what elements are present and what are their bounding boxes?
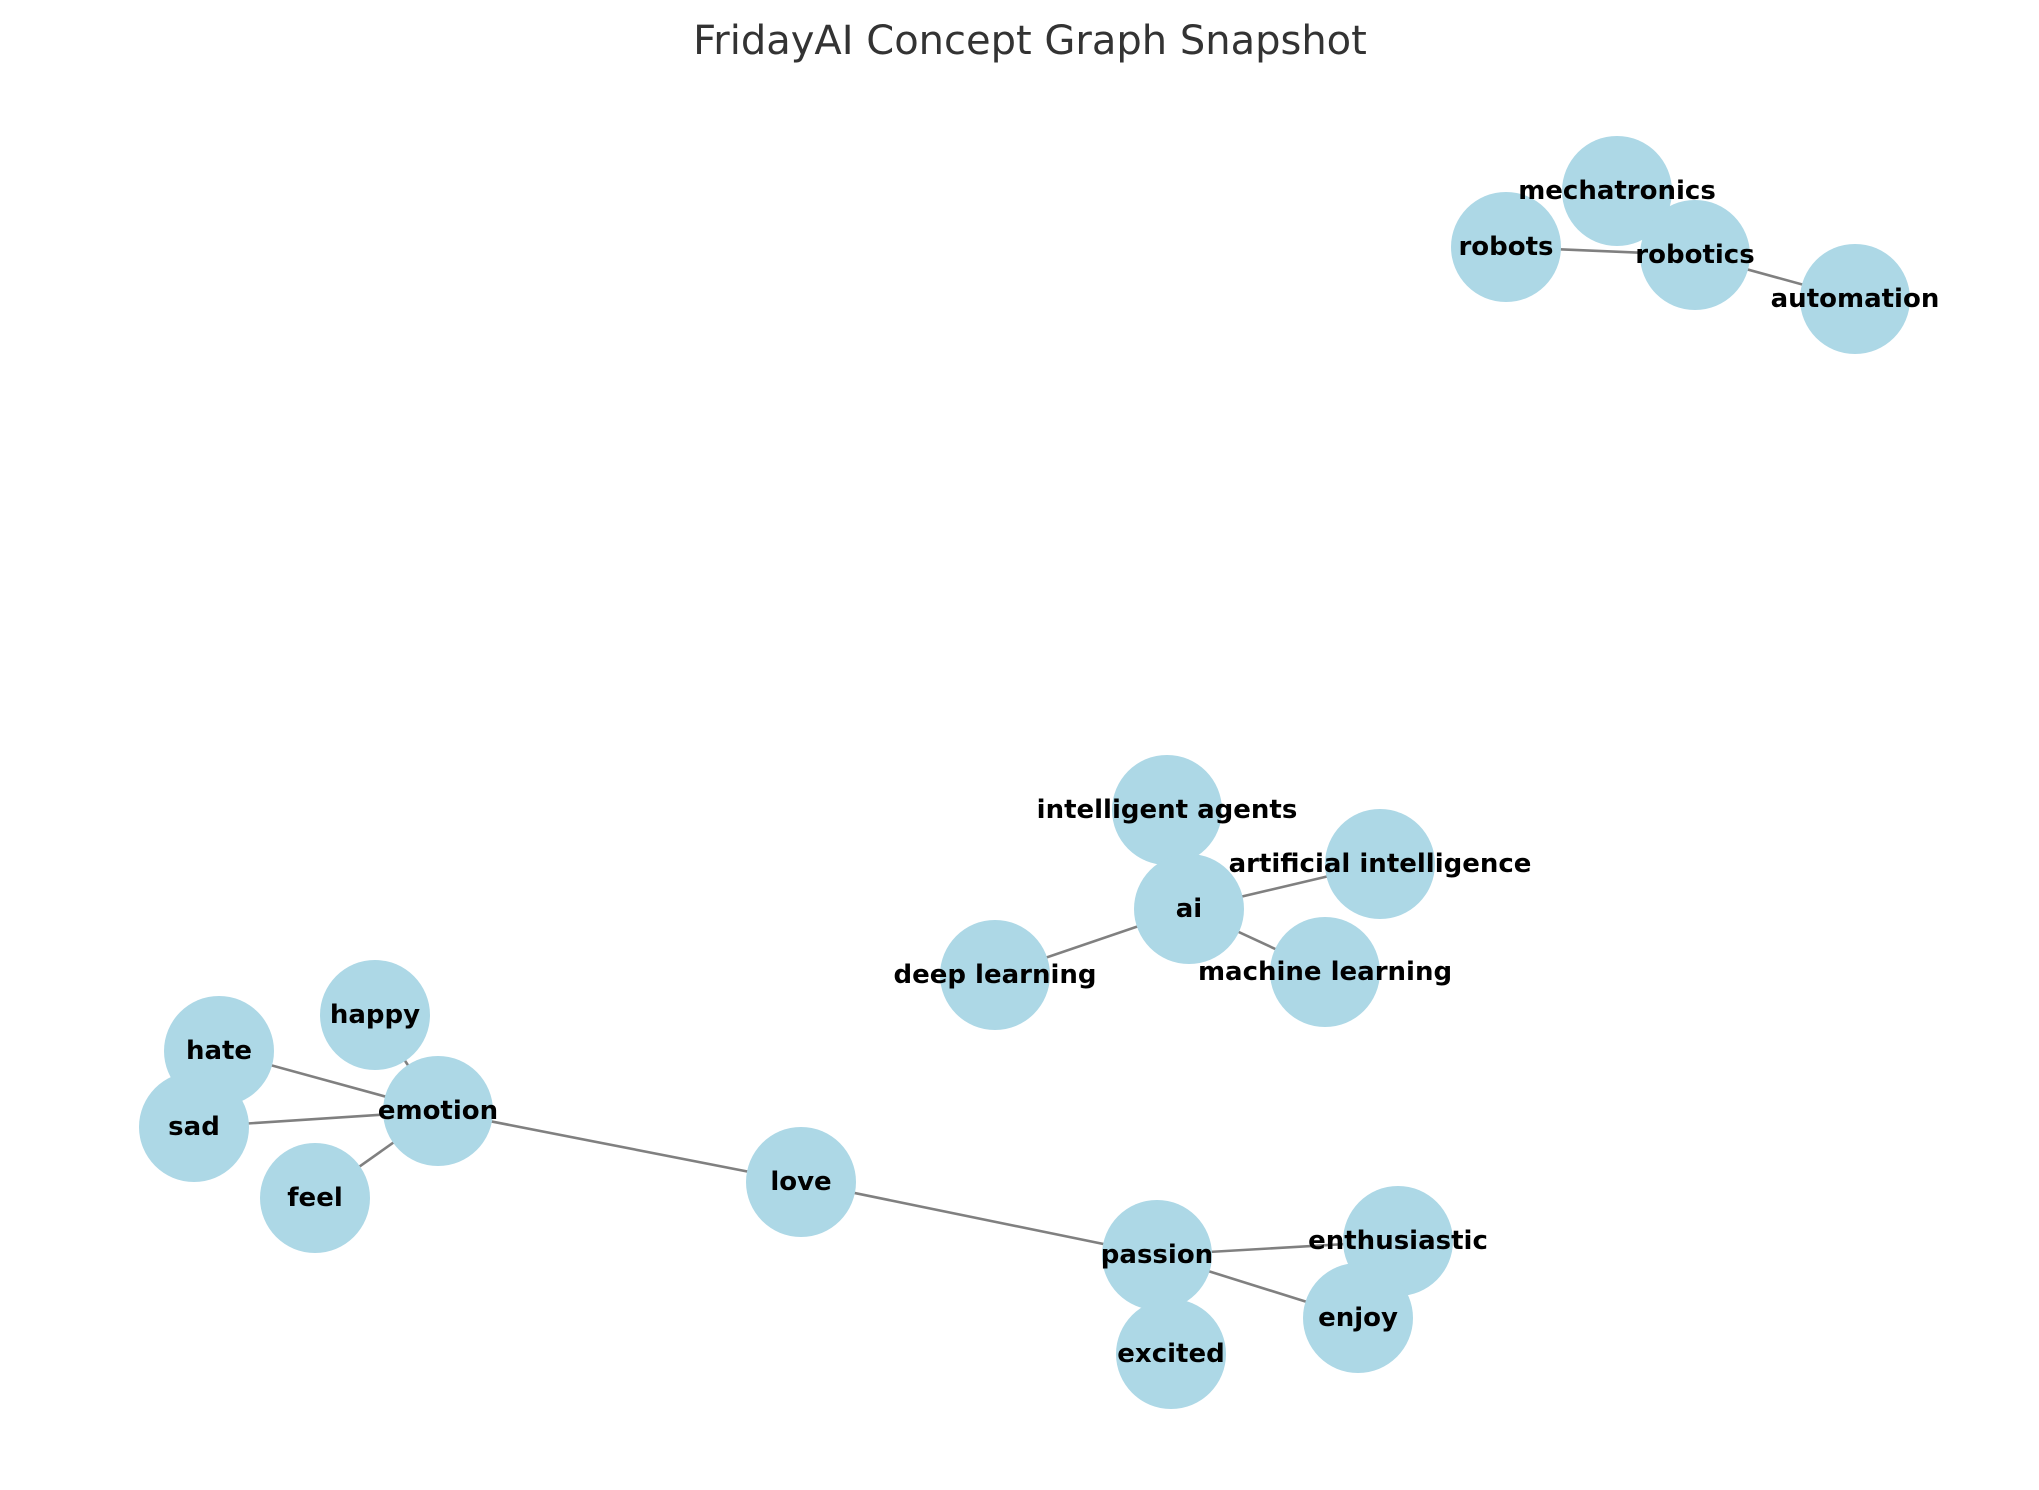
node-artificial-intelligence [1325,809,1435,919]
node-label-intelligent-agents: intelligent agents [1037,795,1298,825]
node-label-feel: feel [287,1183,343,1213]
node-machine-learning [1270,917,1380,1027]
node-passion [1102,1200,1212,1310]
edges-layer [193,189,1856,1355]
node-label-sad: sad [168,1112,220,1142]
node-label-hate: hate [186,1036,252,1066]
node-ai [1134,854,1244,964]
node-feel [260,1143,370,1253]
node-label-enthusiastic: enthusiastic [1308,1226,1488,1256]
node-robotics [1640,200,1750,310]
node-love [746,1127,856,1237]
node-emotion [383,1056,493,1166]
nodes-layer [139,136,1910,1409]
labels-layer: mechatronics robots robotics automation inte… [168,176,1939,1369]
node-label-emotion: emotion [378,1096,498,1126]
node-label-excited: excited [1117,1339,1224,1369]
graph-title: FridayAI Concept Graph Snapshot [693,18,1367,64]
edge-emotion-love [437,1109,802,1184]
node-label-deep-learning: deep learning [894,960,1097,990]
node-label-love: love [770,1167,831,1197]
node-excited [1116,1299,1226,1409]
edge-love-passion [800,1180,1158,1257]
node-enjoy [1303,1263,1413,1373]
node-sad [139,1072,249,1182]
node-label-enjoy: enjoy [1318,1303,1398,1333]
node-label-happy: happy [330,1000,420,1030]
node-label-machine-learning: machine learning [1198,957,1452,987]
node-robots [1451,192,1561,302]
node-mechatronics [1562,136,1672,246]
node-automation [1800,244,1910,354]
node-label-automation: automation [1771,284,1940,314]
node-label-robotics: robotics [1635,240,1754,270]
node-happy [320,960,430,1070]
node-label-ai: ai [1176,894,1202,924]
node-label-artificial-intelligence: artificial intelligence [1229,849,1532,879]
node-label-robots: robots [1458,232,1553,262]
node-label-passion: passion [1101,1240,1213,1270]
node-label-mechatronics: mechatronics [1518,176,1716,206]
node-intelligent-agents [1112,755,1222,865]
node-deep-learning [940,920,1050,1030]
